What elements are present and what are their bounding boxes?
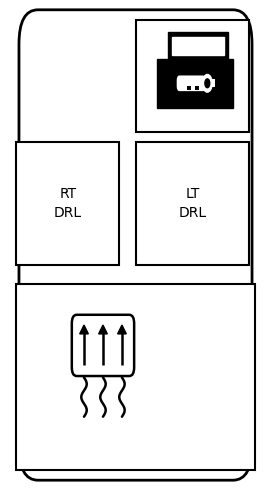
- FancyBboxPatch shape: [16, 142, 119, 265]
- Polygon shape: [80, 325, 88, 334]
- FancyBboxPatch shape: [136, 142, 249, 265]
- FancyBboxPatch shape: [16, 284, 255, 470]
- Circle shape: [202, 74, 212, 92]
- Text: LT
DRL: LT DRL: [178, 187, 207, 220]
- FancyBboxPatch shape: [195, 86, 199, 90]
- FancyBboxPatch shape: [19, 10, 252, 480]
- Circle shape: [205, 79, 210, 88]
- FancyBboxPatch shape: [177, 75, 205, 91]
- Polygon shape: [118, 325, 126, 334]
- FancyBboxPatch shape: [72, 315, 134, 376]
- Polygon shape: [168, 32, 228, 59]
- FancyBboxPatch shape: [187, 86, 191, 90]
- Polygon shape: [99, 325, 107, 334]
- Polygon shape: [157, 59, 233, 108]
- Text: RT
DRL: RT DRL: [54, 187, 82, 220]
- FancyBboxPatch shape: [136, 20, 249, 132]
- Polygon shape: [172, 37, 224, 55]
- FancyBboxPatch shape: [212, 79, 215, 87]
